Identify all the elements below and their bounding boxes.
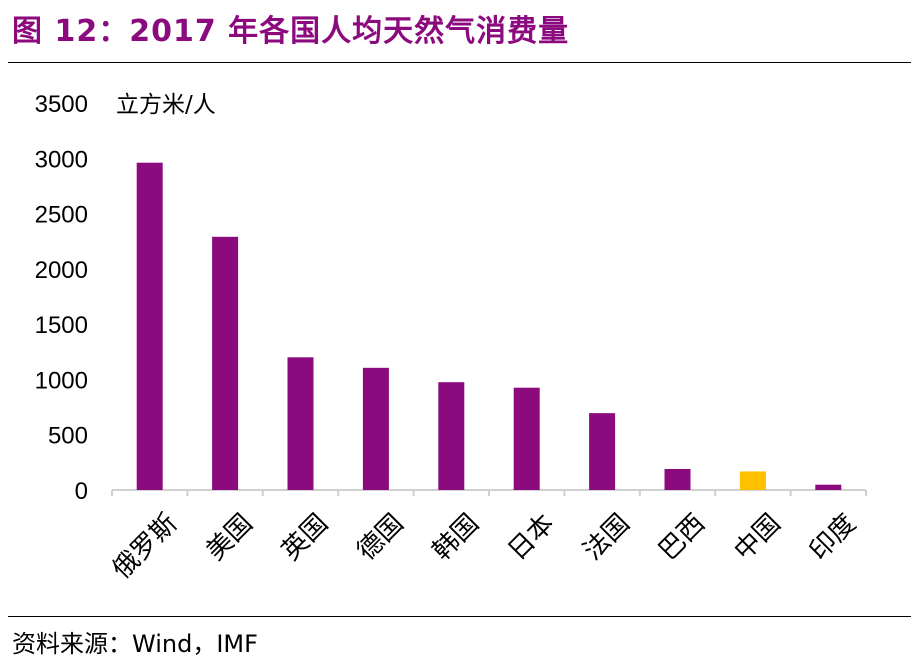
bar-1 bbox=[212, 236, 239, 490]
top-divider bbox=[8, 62, 911, 63]
x-tick-label: 中国 bbox=[729, 508, 787, 566]
bar-0 bbox=[136, 162, 163, 491]
bottom-divider bbox=[8, 616, 911, 617]
x-tick-label: 俄罗斯 bbox=[107, 508, 183, 584]
x-tick-label: 日本 bbox=[502, 508, 560, 566]
bar-6 bbox=[589, 413, 616, 490]
x-tick-label: 德国 bbox=[352, 508, 410, 566]
figure-title: 图 12：2017 年各国人均天然气消费量 bbox=[12, 14, 570, 49]
bar-7 bbox=[664, 468, 691, 490]
x-tick-label: 美国 bbox=[201, 508, 259, 566]
x-tick-label: 韩国 bbox=[427, 508, 485, 566]
x-tick-label: 英国 bbox=[276, 508, 334, 566]
source-note: 资料来源：Wind，IMF bbox=[12, 630, 258, 658]
y-tick-label: 2500 bbox=[35, 202, 88, 229]
y-tick-label: 1000 bbox=[35, 367, 88, 394]
bar-8 bbox=[739, 471, 766, 490]
y-tick-label: 3000 bbox=[35, 146, 88, 173]
y-tick-label: 0 bbox=[75, 478, 88, 505]
x-tick-label: 印度 bbox=[804, 508, 862, 566]
bar-3 bbox=[362, 367, 389, 490]
bar-2 bbox=[287, 357, 314, 490]
bar-9 bbox=[815, 484, 842, 490]
y-tick-label: 3500 bbox=[35, 91, 88, 118]
y-tick-label: 1500 bbox=[35, 312, 88, 339]
y-axis-label: 立方米/人 bbox=[116, 92, 216, 118]
y-tick-label: 500 bbox=[48, 423, 88, 450]
x-tick-label: 巴西 bbox=[653, 508, 711, 566]
bar-4 bbox=[438, 382, 465, 490]
bar-5 bbox=[513, 387, 540, 490]
y-tick-label: 2000 bbox=[35, 257, 88, 284]
x-tick-label: 法国 bbox=[578, 508, 636, 566]
